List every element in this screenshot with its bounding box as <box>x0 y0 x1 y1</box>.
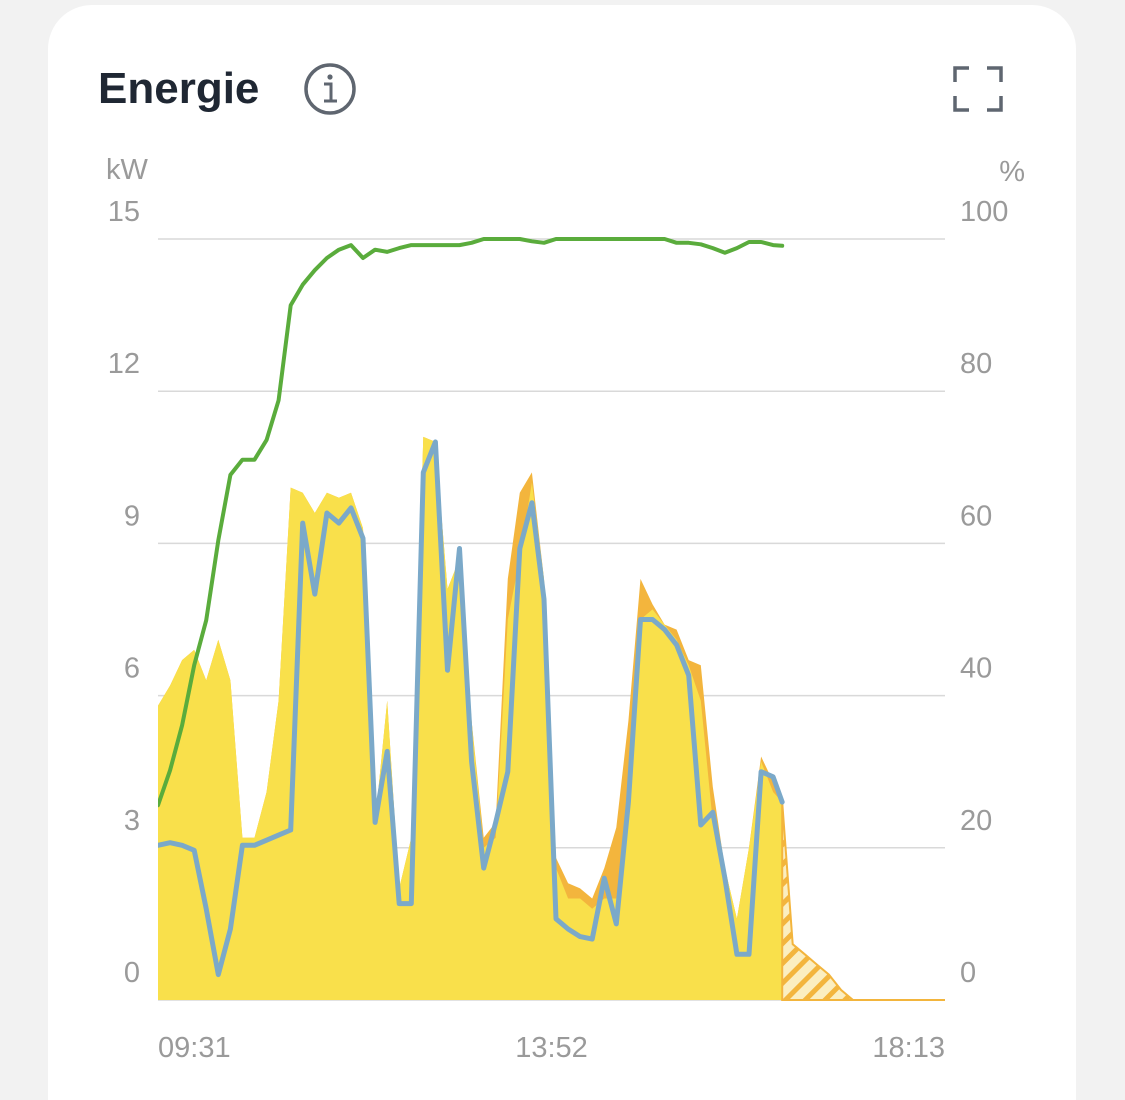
y-tick-label: 12 <box>108 348 140 380</box>
y-tick-label: 6 <box>124 653 140 685</box>
line <box>158 237 785 808</box>
x-tick-label: 18:13 <box>872 1032 945 1064</box>
y2-axis-label: % <box>999 156 1025 188</box>
series-layer <box>158 237 945 1001</box>
y2-tick-label: 80 <box>960 348 992 380</box>
y-tick-label: 3 <box>124 805 140 837</box>
line <box>158 439 785 978</box>
x-tick-label: 09:31 <box>158 1032 231 1064</box>
y-tick-label: 15 <box>108 196 140 228</box>
forecast-area <box>781 802 945 1001</box>
y2-tick-label: 100 <box>960 196 1008 228</box>
x-tick-label: 13:52 <box>515 1032 588 1064</box>
y2-tick-label: 0 <box>960 957 976 989</box>
y2-tick-label: 20 <box>960 805 992 837</box>
chart-title: Energie <box>98 64 259 113</box>
y-tick-label: 0 <box>124 957 140 989</box>
plot-area <box>158 237 945 1001</box>
y-tick-label: 9 <box>124 500 140 532</box>
fullscreen-button[interactable] <box>953 66 1003 112</box>
info-button[interactable] <box>304 63 356 115</box>
y2-tick-label: 60 <box>960 500 992 532</box>
y2-tick-label: 40 <box>960 653 992 685</box>
y-axis-label: kW <box>106 154 149 186</box>
